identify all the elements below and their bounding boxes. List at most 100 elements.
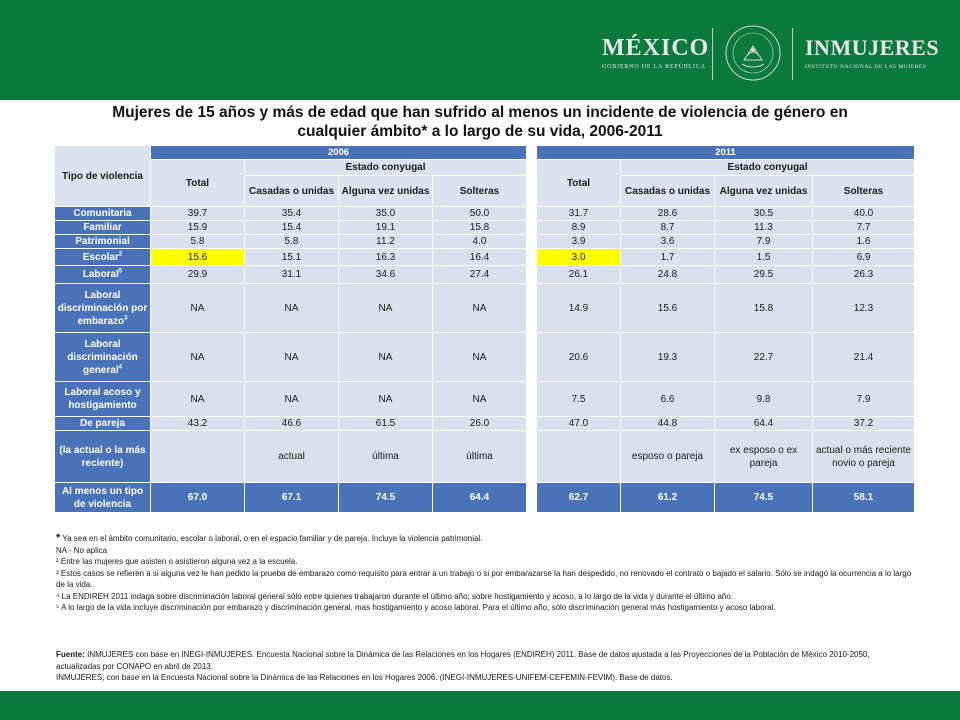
header-alguna-2006: Alguna vez unidas <box>338 175 433 207</box>
table-cell-2006: 27.4 <box>431 265 528 284</box>
source-text-1: INMUJERES con base en INEGI-INMUJERES. E… <box>56 650 870 671</box>
table-row: Laboral discriminación por embarazo3 NA NA… <box>54 283 916 333</box>
header-total-2006: Total <box>150 159 245 207</box>
header-estado-2011: Estado conyugal <box>620 159 916 176</box>
header-tipo-violencia: Tipo de violencia <box>54 145 151 207</box>
total-cell-2011: 74.5 <box>714 482 814 513</box>
row-label: Escolar2 <box>54 248 151 266</box>
table-cell-2006: 11.2 <box>338 234 433 249</box>
row-label-footnote-mark: 3 <box>124 315 128 322</box>
column-gap <box>526 145 538 207</box>
table-cell-2006: actual <box>244 430 339 483</box>
table-cell-2006: 43.2 <box>150 416 245 431</box>
table-row: Laboral discriminación general4 NA NA NA NA 2… <box>54 332 916 382</box>
table-cell-2006: 15.6 <box>150 248 245 266</box>
logo-mexico-subtitle: GOBIERNO DE LA REPÚBLICA <box>602 64 706 70</box>
footnote-3: ³ Estos casos se refieren a si alguna ve… <box>56 568 912 590</box>
table-cell-2006: NA <box>431 332 528 382</box>
column-gap <box>526 332 538 382</box>
table-row: De pareja 43.2 46.6 61.5 26.0 47.0 44.8 64.4 37.… <box>54 416 916 431</box>
table-cell-2011: 26.1 <box>536 265 622 284</box>
row-label-text: (la actual o la más reciente) <box>59 444 146 469</box>
logo-mexico-title: MÉXICO <box>602 35 710 61</box>
table-cell-2006: NA <box>150 332 245 382</box>
table-cell-2006: 15.4 <box>244 220 339 235</box>
header-casadas-2011: Casadas o unidas <box>620 175 716 207</box>
source-line-2: INMUJERES, con base en la Encuesta Nacio… <box>56 673 673 682</box>
logo-inmujeres: INMUJERES INSTITUTO NACIONAL DE LAS MUJE… <box>805 35 940 71</box>
row-label: Laboral acoso y hostigamiento <box>54 381 151 417</box>
table-cell-2011: 40.0 <box>812 206 916 221</box>
footnote-4: ⁴ La ENDIREH 2011 indaga sobre discrimin… <box>56 591 734 601</box>
table-cell-2006: 15.9 <box>150 220 245 235</box>
row-label: Laboral discriminación por embarazo3 <box>54 283 151 333</box>
table-cell-2006: 5.8 <box>150 234 245 249</box>
table-cell-2011 <box>536 430 622 483</box>
table-cell-2011: 15.8 <box>714 283 814 333</box>
table-row: Escolar2 15.6 15.1 16.3 16.4 3.0 1.7 1.5 6.9 <box>54 248 916 266</box>
total-cell-2006: 74.5 <box>338 482 433 513</box>
header-alguna-2011: Alguna vez unidas <box>714 175 814 207</box>
table-cell-2011: 26.3 <box>812 265 916 284</box>
table-cell-2011: 29.5 <box>714 265 814 284</box>
table-row: Comunitaria 39.7 35.4 35.0 50.0 31.7 28.6 30.5 4… <box>54 206 916 221</box>
total-cell-2006: 64.4 <box>431 482 528 513</box>
table-cell-2006: 50.0 <box>431 206 528 221</box>
header-divider-right <box>792 28 793 80</box>
table-cell-2011: 21.4 <box>812 332 916 382</box>
column-gap <box>526 283 538 333</box>
table-cell-2011: 7.9 <box>812 381 916 417</box>
header-solteras-2006: Solteras <box>431 175 528 207</box>
total-cell-2006: 67.1 <box>244 482 339 513</box>
logo-inmujeres-title: INMUJERES <box>805 35 940 60</box>
column-gap <box>526 416 538 431</box>
table-cell-2006: 5.8 <box>244 234 339 249</box>
footnotes: * Ya sea en el ámbito comunitario, escol… <box>56 532 916 614</box>
row-label-footnote-mark: 5 <box>118 268 123 275</box>
table-cell-2006: 46.6 <box>244 416 339 431</box>
row-label: Patrimonial <box>54 234 151 249</box>
footnote-1-text: Ya sea en el ámbito comunitario, escolar… <box>62 534 483 543</box>
table-cell-2011: 11.3 <box>714 220 814 235</box>
source-note: Fuente: INMUJERES con base en INEGI-INMU… <box>56 649 916 684</box>
table-cell-2011: 7.5 <box>536 381 622 417</box>
table-cell-2011: 14.9 <box>536 283 622 333</box>
header-year-2011: 2011 <box>536 145 916 160</box>
table-cell-2006 <box>150 430 245 483</box>
footer-band <box>0 691 960 720</box>
table-cell-2011: ex esposo o ex pareja <box>714 430 814 483</box>
source-line-1: Fuente: INMUJERES con base en INEGI-INMU… <box>56 649 916 672</box>
total-row-label: Al menos un tipo de violencia <box>54 482 151 513</box>
table-cell-2006: 15.8 <box>431 220 528 235</box>
table-cell-2006: 16.4 <box>431 248 528 266</box>
footnote-1: * Ya sea en el ámbito comunitario, escol… <box>56 532 916 545</box>
table-cell-2006: 16.3 <box>338 248 433 266</box>
table-row: (la actual o la más reciente) actual últim… <box>54 430 916 483</box>
row-label-text: Comunitaria <box>73 208 132 219</box>
row-label-text: Laboral <box>82 269 119 280</box>
table-cell-2011: 19.3 <box>620 332 716 382</box>
table-cell-2011: 3.9 <box>536 234 622 249</box>
table-cell-2011: 47.0 <box>536 416 622 431</box>
table-cell-2011: 30.5 <box>714 206 814 221</box>
table-row: Laboral acoso y hostigamiento NA NA NA NA 7.5… <box>54 381 916 417</box>
table-cell-2006: NA <box>150 283 245 333</box>
table-row-total: Al menos un tipo de violencia 67.0 67.1 74.… <box>54 482 916 513</box>
header-divider-left <box>712 28 713 80</box>
table-cell-2006: NA <box>244 283 339 333</box>
column-gap <box>526 482 538 513</box>
table-cell-2006: última <box>431 430 528 483</box>
table-cell-2006: 29.9 <box>150 265 245 284</box>
table-cell-2006: NA <box>244 381 339 417</box>
row-label-footnote-mark: 4 <box>118 364 122 371</box>
header-solteras-2011: Solteras <box>812 175 916 207</box>
header-total-2011: Total <box>536 159 622 207</box>
row-label-text: Laboral discriminación general <box>67 338 138 376</box>
table-cell-2011: 64.4 <box>714 416 814 431</box>
table-cell-2006: 19.1 <box>338 220 433 235</box>
table-cell-2011: 12.3 <box>812 283 916 333</box>
row-label: Comunitaria <box>54 206 151 221</box>
table-cell-2006: 61.5 <box>338 416 433 431</box>
row-label: Laboral discriminación general4 <box>54 332 151 382</box>
table-cell-2006: última <box>338 430 433 483</box>
